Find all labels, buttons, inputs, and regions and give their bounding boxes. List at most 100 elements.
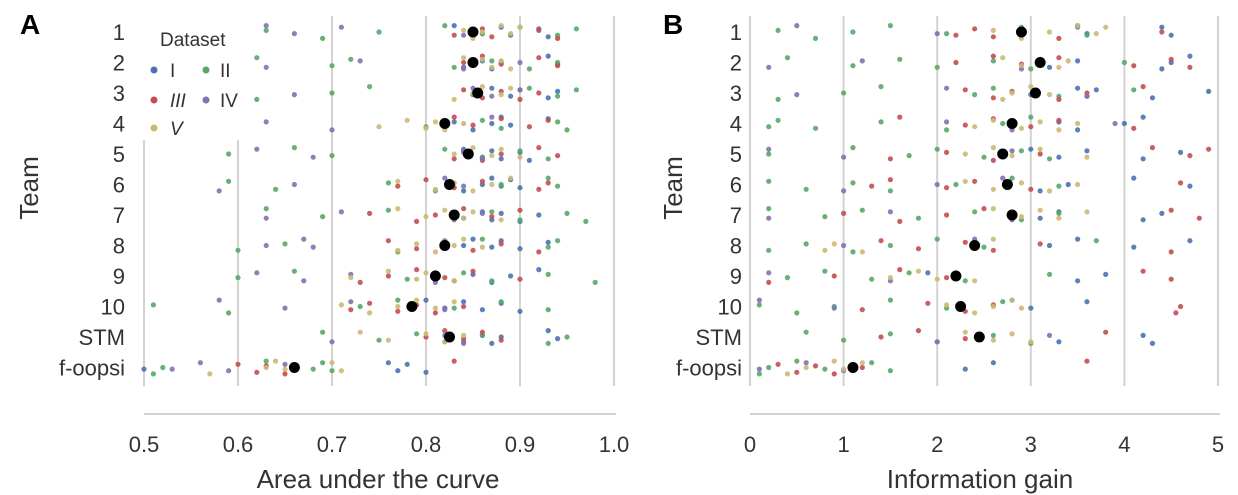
panel-b-point-ii [766,247,772,253]
panel-a-point-ii [404,276,410,282]
panel-b-xtick-label: 0 [744,432,756,457]
panel-a-point-iii [536,55,542,61]
panel-b-point-ii [869,276,875,282]
panel-a-point-v [414,297,420,303]
panel-b-point-iii [897,218,903,224]
panel-a-xlabel: Area under the curve [257,464,500,494]
panel-a-point-iii [414,246,420,252]
panel-b-point-ii [775,117,781,123]
panel-b-team-label: 8 [730,234,742,259]
panel-b-point-v [1056,127,1062,133]
panel-b-point-v [831,241,837,247]
panel-b-point-v [990,27,996,33]
panel-b-point-i [1187,53,1193,59]
panel-a-xtick-label: 0.6 [223,432,254,457]
panel-b-point-iii [962,87,968,93]
panel-a-point-v [263,364,269,371]
panel-b-point-ii [915,215,922,221]
panel-b-point-v [1018,305,1025,311]
panel-a-point-ii [555,93,561,99]
panel-a-point-iii [451,156,457,162]
panel-a-point-v [479,56,485,62]
panel-a-team-label: 5 [113,142,125,167]
panel-b-mean-marker [1034,57,1046,68]
panel-a-point-iv [489,114,495,120]
panel-a-point-v [329,360,335,366]
panel-a-point-v [432,249,438,255]
panel-b-point-iii [962,336,968,342]
panel-b-plot: 0 1 2 3 4 5 1 2 3 4 5 6 7 8 9 10 STM f-oopsi [676,16,1224,457]
panel-a-point-ii [235,275,241,281]
panel-a-point-iii [414,218,420,224]
panel-a-point-v [395,247,401,253]
panel-a-point-v [273,358,279,364]
panel-b-point-i [1028,305,1034,311]
panel-b-point-iii [841,210,847,216]
panel-b-xlabel: Information gain [887,464,1073,494]
panel-a-point-ii [592,279,598,285]
panel-a-point-iv [338,24,344,30]
panel-a-point-ii [348,56,354,62]
panel-b-point-i [1075,127,1081,133]
panel-b-mean-marker [955,301,967,312]
panel-b-point-i [1206,88,1212,94]
panel-b-point-ii [981,154,987,160]
panel-a-point-ii [517,217,523,223]
panel-a-point-iv [254,146,260,152]
panel-b-point-iv [1084,93,1090,99]
panel-b-point-iii [1159,29,1165,35]
panel-a-point-i [461,242,467,249]
panel-a-point-iii [461,87,467,93]
panel-a-point-v [517,24,523,30]
panel-b-point-iii [794,369,800,375]
panel-b-point-ii [1046,271,1053,277]
panel-a-point-i [451,23,457,29]
panel-a-point-ii [357,303,363,310]
panel-b-point-iv [943,85,950,91]
panel-a-point-iv [461,32,467,38]
panel-b-point-ii [859,207,865,213]
panel-b-point-iii [990,34,996,40]
panel-a-mean-marker [448,209,460,221]
panel-a-point-i [517,185,523,191]
panel-b-point-ii [943,30,950,37]
panel-a-mean-marker [444,179,455,190]
panel-a-point-v [470,145,476,151]
panel-b-point-iii [981,206,987,212]
panel-a-point-ii [226,310,232,316]
panel-b-point-iii [831,371,837,377]
panel-b-point-v [1056,64,1062,70]
panel-a-point-v [489,153,495,159]
panel-b-mean-marker [1001,179,1013,190]
panel-a-point-iii [432,310,438,316]
panel-a-point-v [479,84,485,90]
panel-a-point-i [545,95,551,101]
panel-b-point-v [1065,58,1071,64]
panel-b-point-iii [897,267,903,273]
panel-a-point-v [423,270,429,276]
panel-a-point-ii [395,297,401,303]
panel-a-point-iii [254,369,260,375]
panel-a-point-v [479,29,485,35]
panel-b-point-iii [943,185,950,191]
panel-b-point-i [1084,148,1090,154]
panel-a-point-iv [479,210,485,216]
panel-b-point-iv [756,297,762,303]
panel-b-point-i [1056,154,1062,160]
panel-b-point-v [1075,23,1081,29]
panel-a-mean-marker [444,331,455,343]
panel-a-point-ii [545,271,551,277]
panel-a-point-iii [498,241,504,247]
legend-marker-i [150,66,158,74]
panel-b-point-v [1018,180,1025,186]
panel-a-point-iii [348,307,354,313]
panel-a-point-ii [150,371,156,377]
panel-b-point-iii [775,361,781,367]
panel-a-point-i [508,93,514,99]
panel-b-point-ii [906,153,912,159]
panel-a-mean-marker [439,240,451,251]
panel-b-point-ii [1028,114,1034,120]
panel-a-point-ii [254,96,260,102]
panel-a-point-ii [442,146,448,152]
panel-b-point-ii [887,368,894,374]
